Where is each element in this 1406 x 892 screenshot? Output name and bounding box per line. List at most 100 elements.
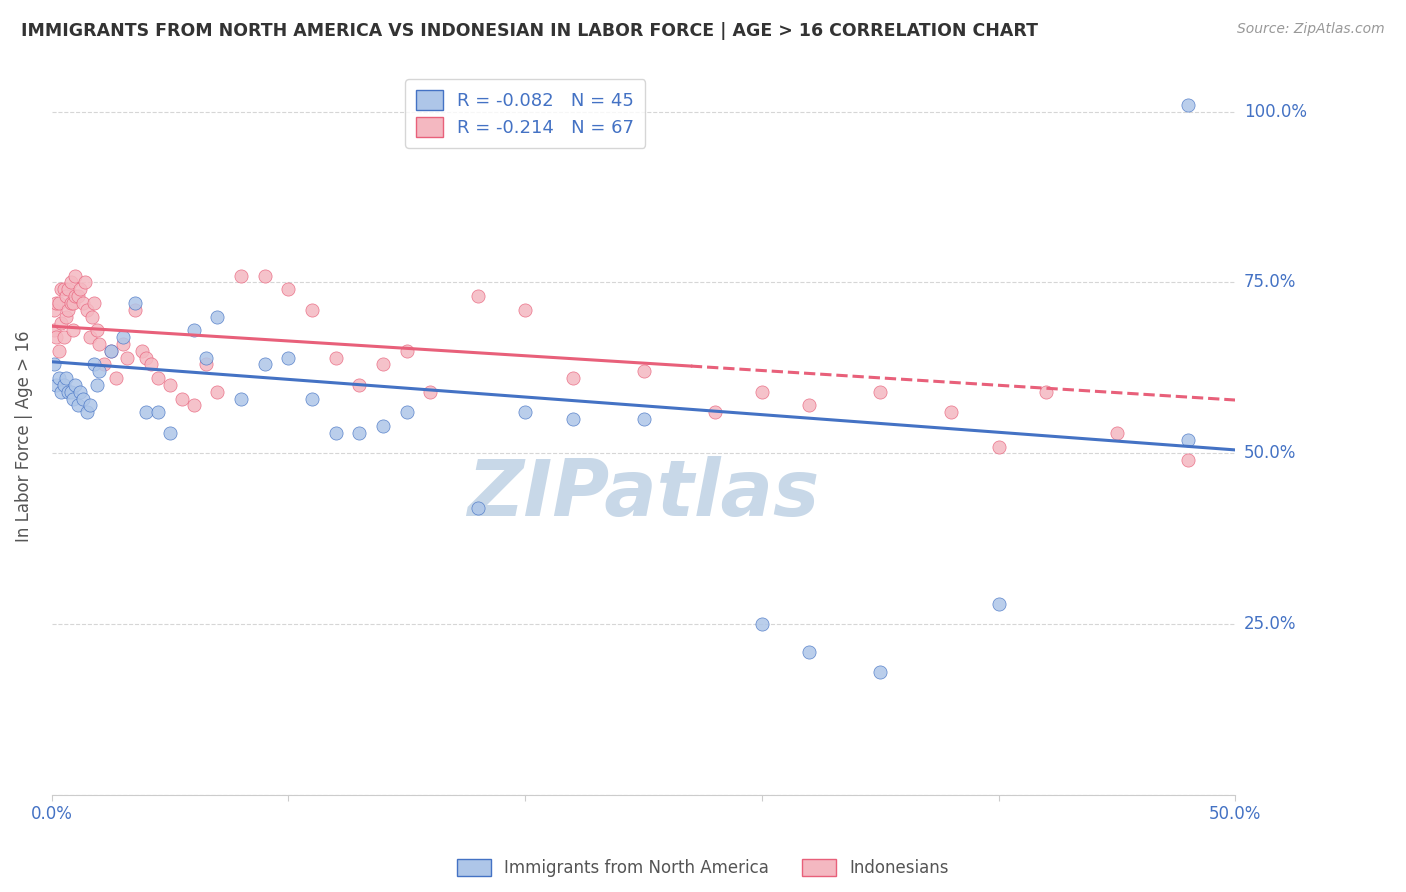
- Point: [987, 597, 1010, 611]
- Point: [65, 289, 87, 303]
- Point: [100, 343, 122, 358]
- Point: [159, 378, 181, 392]
- Point: [52, 378, 75, 392]
- Point: [87, 364, 110, 378]
- Point: [69, 282, 91, 296]
- Point: [59, 384, 82, 399]
- Point: [100, 343, 122, 358]
- Point: [48, 343, 70, 358]
- Point: [42, 302, 65, 317]
- Point: [104, 371, 127, 385]
- Point: [51, 384, 73, 399]
- Point: [111, 330, 134, 344]
- Point: [159, 425, 181, 440]
- Point: [87, 337, 110, 351]
- Point: [633, 364, 655, 378]
- Point: [48, 296, 70, 310]
- Point: [515, 405, 537, 419]
- Legend: Immigrants from North America, Indonesians: Immigrants from North America, Indonesia…: [451, 852, 955, 884]
- Point: [45, 296, 67, 310]
- Point: [253, 268, 276, 283]
- Point: [633, 412, 655, 426]
- Point: [66, 289, 89, 303]
- Point: [751, 617, 773, 632]
- Point: [59, 296, 82, 310]
- Point: [373, 419, 395, 434]
- Point: [301, 392, 323, 406]
- Y-axis label: In Labor Force | Age > 16: In Labor Force | Age > 16: [15, 331, 32, 542]
- Point: [69, 384, 91, 399]
- Point: [349, 378, 371, 392]
- Point: [148, 371, 170, 385]
- Point: [93, 358, 115, 372]
- Point: [52, 330, 75, 344]
- Point: [86, 378, 108, 392]
- Point: [72, 392, 94, 406]
- Point: [148, 405, 170, 419]
- Point: [869, 384, 891, 399]
- Point: [135, 351, 157, 365]
- Point: [194, 351, 217, 365]
- Point: [751, 384, 773, 399]
- Point: [325, 425, 347, 440]
- Point: [561, 412, 583, 426]
- Point: [277, 282, 299, 296]
- Text: Source: ZipAtlas.com: Source: ZipAtlas.com: [1237, 22, 1385, 37]
- Point: [799, 644, 821, 658]
- Point: [141, 358, 163, 372]
- Point: [207, 310, 229, 324]
- Point: [1177, 453, 1199, 467]
- Point: [349, 425, 371, 440]
- Point: [42, 358, 65, 372]
- Point: [869, 665, 891, 679]
- Point: [62, 392, 84, 406]
- Point: [131, 343, 153, 358]
- Point: [395, 343, 418, 358]
- Point: [124, 302, 146, 317]
- Point: [229, 392, 252, 406]
- Point: [941, 405, 963, 419]
- Point: [83, 296, 105, 310]
- Point: [170, 392, 193, 406]
- Point: [987, 440, 1010, 454]
- Legend: R = -0.082   N = 45, R = -0.214   N = 67: R = -0.082 N = 45, R = -0.214 N = 67: [405, 79, 645, 148]
- Point: [1177, 97, 1199, 112]
- Point: [395, 405, 418, 419]
- Point: [62, 296, 84, 310]
- Point: [515, 302, 537, 317]
- Point: [76, 302, 98, 317]
- Point: [325, 351, 347, 365]
- Point: [51, 317, 73, 331]
- Point: [45, 330, 67, 344]
- Point: [58, 302, 80, 317]
- Point: [799, 399, 821, 413]
- Text: 50.0%: 50.0%: [1244, 444, 1296, 462]
- Point: [55, 289, 77, 303]
- Point: [72, 296, 94, 310]
- Point: [467, 289, 489, 303]
- Point: [253, 358, 276, 372]
- Point: [111, 337, 134, 351]
- Text: ZIPatlas: ZIPatlas: [467, 456, 820, 532]
- Point: [229, 268, 252, 283]
- Point: [561, 371, 583, 385]
- Point: [373, 358, 395, 372]
- Point: [59, 276, 82, 290]
- Point: [66, 399, 89, 413]
- Point: [62, 323, 84, 337]
- Point: [277, 351, 299, 365]
- Point: [73, 276, 96, 290]
- Text: 75.0%: 75.0%: [1244, 274, 1296, 292]
- Point: [301, 302, 323, 317]
- Point: [207, 384, 229, 399]
- Point: [135, 405, 157, 419]
- Point: [124, 296, 146, 310]
- Point: [1177, 433, 1199, 447]
- Point: [45, 378, 67, 392]
- Point: [55, 371, 77, 385]
- Point: [51, 282, 73, 296]
- Point: [52, 282, 75, 296]
- Point: [55, 310, 77, 324]
- Point: [86, 323, 108, 337]
- Point: [79, 330, 101, 344]
